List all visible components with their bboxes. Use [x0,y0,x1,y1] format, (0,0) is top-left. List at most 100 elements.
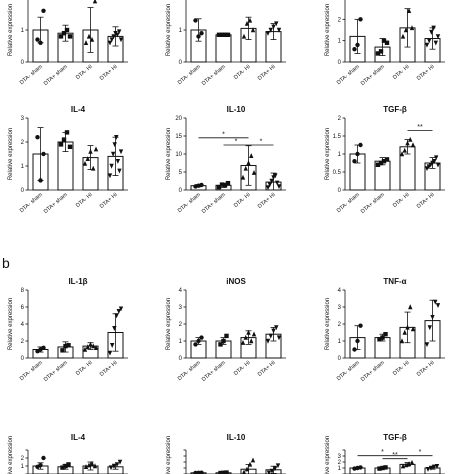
data-point-6 [435,34,441,40]
data-point-3 [64,27,70,33]
x-tick-label: DTA- HI [75,360,94,377]
data-point-2 [38,40,43,45]
data-point-6 [274,180,280,186]
data-point-2 [219,182,225,187]
x-tick-label: DTA+ sham [43,64,69,87]
data-point-2 [86,462,92,468]
significance-label: * [260,139,263,146]
data-point-1 [399,151,405,157]
data-point-1 [375,162,381,167]
data-point-3 [88,341,93,347]
data-point-2 [109,37,115,43]
data-point-1 [265,31,271,36]
data-point-2 [355,151,360,157]
y-tick-label: 0.5 [333,170,342,176]
data-point-3 [247,461,253,467]
data-point-1 [35,37,40,42]
y-tick-label: 2 [338,116,342,122]
data-point-4 [409,459,415,465]
x-tick-label: DTA+ HI [257,192,277,210]
x-tick-label: DTA- HI [75,192,94,209]
data-point-2 [196,338,201,344]
data-point-3 [246,329,251,335]
data-point-3 [383,332,388,337]
data-point-2 [378,49,384,54]
data-point-4 [275,463,281,469]
data-point-5 [116,309,121,314]
panel-letter-b: b [2,255,10,271]
x-tick-label: DTA- HI [75,64,94,81]
chart-panel-6: TGF-β Relative expression 0 0.5 1 1.5 2 DTA- sh… [325,105,445,215]
data-point-1 [241,33,247,39]
data-point-2 [85,344,90,350]
data-point-3 [110,151,116,157]
data-point-3 [224,333,229,339]
data-point-5 [433,40,438,46]
data-point-5 [93,146,99,152]
data-point-1 [240,340,246,345]
y-tick-label: 2 [179,322,183,328]
x-tick-label: DTA+ sham [201,360,227,383]
data-point-4 [431,25,436,31]
data-point-3 [381,38,387,43]
data-point-4 [250,457,256,463]
y-tick-label: 1 [338,339,342,345]
data-point-2 [427,38,432,44]
data-point-4 [92,463,98,469]
x-tick-label: DTA- HI [233,360,252,377]
y-tick-label: 0 [179,60,183,66]
data-point-3 [246,160,251,166]
y-tick-label: 3 [338,305,342,311]
data-point-5 [93,345,99,350]
x-tick-label: DTA+ HI [257,64,277,82]
data-point-4 [117,459,123,465]
significance-label: ** [417,124,423,131]
data-point-2 [111,463,117,469]
y-tick-label: 2 [21,140,25,146]
data-point-5 [115,32,120,38]
y-tick-label: 5 [179,170,183,176]
data-point-4 [249,338,254,344]
significance-label: * [419,449,422,456]
y-tick-label: 4 [179,288,183,294]
x-tick-label: DTA+ sham [201,64,227,87]
data-point-4 [409,25,415,31]
data-point-1 [218,470,223,474]
chart-panel-1: Relative expression 0 1 DTA- sham DTA+ sham D… [8,0,128,87]
x-tick-label: DTA- sham [19,360,44,382]
data-point-2 [355,42,360,48]
data-point-1 [352,47,357,52]
data-point-4 [225,180,231,186]
data-point-3 [224,470,229,474]
data-point-3 [405,324,410,330]
data-point-1 [352,159,357,164]
data-point-2 [110,343,115,348]
data-point-1 [58,142,64,147]
data-point-4 [67,144,73,149]
y-tick-label: 3 [21,116,25,122]
y-tick-label: 0 [338,188,342,194]
data-point-5 [276,335,282,341]
y-axis-label: Relative expression [166,4,172,56]
data-point-3 [358,465,363,470]
y-tick-label: 1 [179,339,183,345]
data-point-3 [406,8,412,13]
data-point-3 [271,328,276,334]
significance-label: ** [392,452,398,459]
data-point-3 [89,36,95,42]
data-point-3 [112,326,117,331]
data-point-2 [63,343,68,349]
x-tick-label: DTA+ sham [43,192,69,215]
x-tick-label: DTA+ HI [99,64,119,82]
data-point-2 [63,463,68,469]
data-point-2 [38,463,43,468]
data-point-2 [219,32,225,37]
data-point-3 [269,178,274,184]
data-point-4 [113,31,118,36]
data-point-7 [435,162,441,168]
data-point-4 [274,325,279,331]
